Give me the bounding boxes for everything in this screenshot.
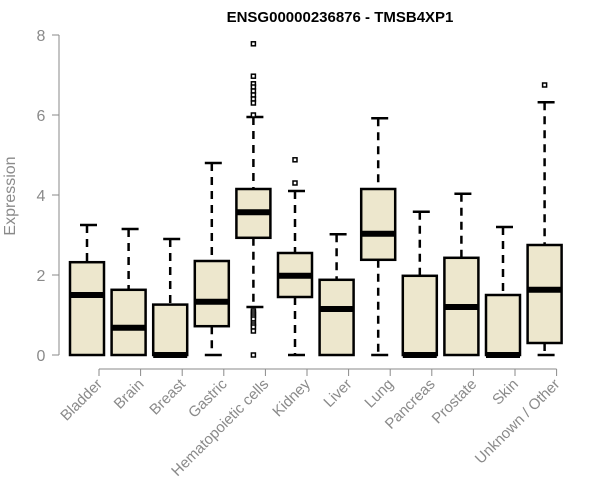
- x-tick-label: Skin: [489, 376, 522, 409]
- outlier-point: [292, 157, 298, 163]
- box-liver: [318, 232, 355, 357]
- box-skin: [484, 225, 522, 358]
- iqr-box: [484, 293, 522, 357]
- iqr-box: [151, 303, 189, 357]
- boxes: [68, 41, 563, 358]
- y-axis: 0 2 4 6 8: [37, 28, 60, 365]
- box-breast: [151, 237, 189, 358]
- y-tick-label: 8: [37, 28, 46, 45]
- y-tick-label: 6: [37, 108, 46, 125]
- iqr-box: [68, 260, 106, 357]
- y-tick-label: 2: [37, 268, 46, 285]
- box-bladder: [68, 223, 106, 357]
- x-tick-label: Breast: [146, 375, 189, 418]
- box-lung: [359, 116, 397, 357]
- box-unknown-other: [526, 82, 563, 357]
- x-tick-label: Brain: [111, 376, 148, 413]
- outlier-point: [541, 82, 548, 88]
- outlier-point: [250, 41, 257, 47]
- x-tick-label: Kidney: [269, 375, 314, 420]
- box-brain: [110, 227, 147, 357]
- x-tick-label: Prostate: [429, 376, 481, 428]
- iqr-box: [193, 259, 231, 328]
- x-tick-label: Liver: [320, 376, 355, 411]
- box-kidney: [276, 157, 314, 357]
- y-axis-label: Expression: [2, 156, 19, 235]
- outlier-point: [250, 352, 257, 358]
- y-tick-label: 0: [37, 348, 46, 365]
- x-tick-label: Lung: [361, 376, 397, 412]
- iqr-box: [401, 274, 439, 357]
- outlier-point: [250, 73, 257, 79]
- iqr-box: [318, 278, 355, 357]
- outlier-point: [250, 100, 257, 106]
- box-pancreas: [401, 210, 439, 358]
- box-gastric: [193, 161, 231, 357]
- outlier-point: [292, 180, 298, 186]
- iqr-box: [359, 187, 397, 262]
- iqr-box: [526, 243, 563, 345]
- outlier-point: [250, 112, 257, 118]
- box-prostate: [443, 192, 480, 357]
- x-tick-label: Bladder: [57, 376, 106, 425]
- y-tick-label: 4: [37, 188, 46, 205]
- iqr-box: [110, 288, 147, 357]
- outlier-point: [250, 328, 257, 334]
- box-hematopoietic-cells: [235, 41, 272, 358]
- chart-title: ENSG00000236876 - TMSB4XP1: [227, 9, 454, 26]
